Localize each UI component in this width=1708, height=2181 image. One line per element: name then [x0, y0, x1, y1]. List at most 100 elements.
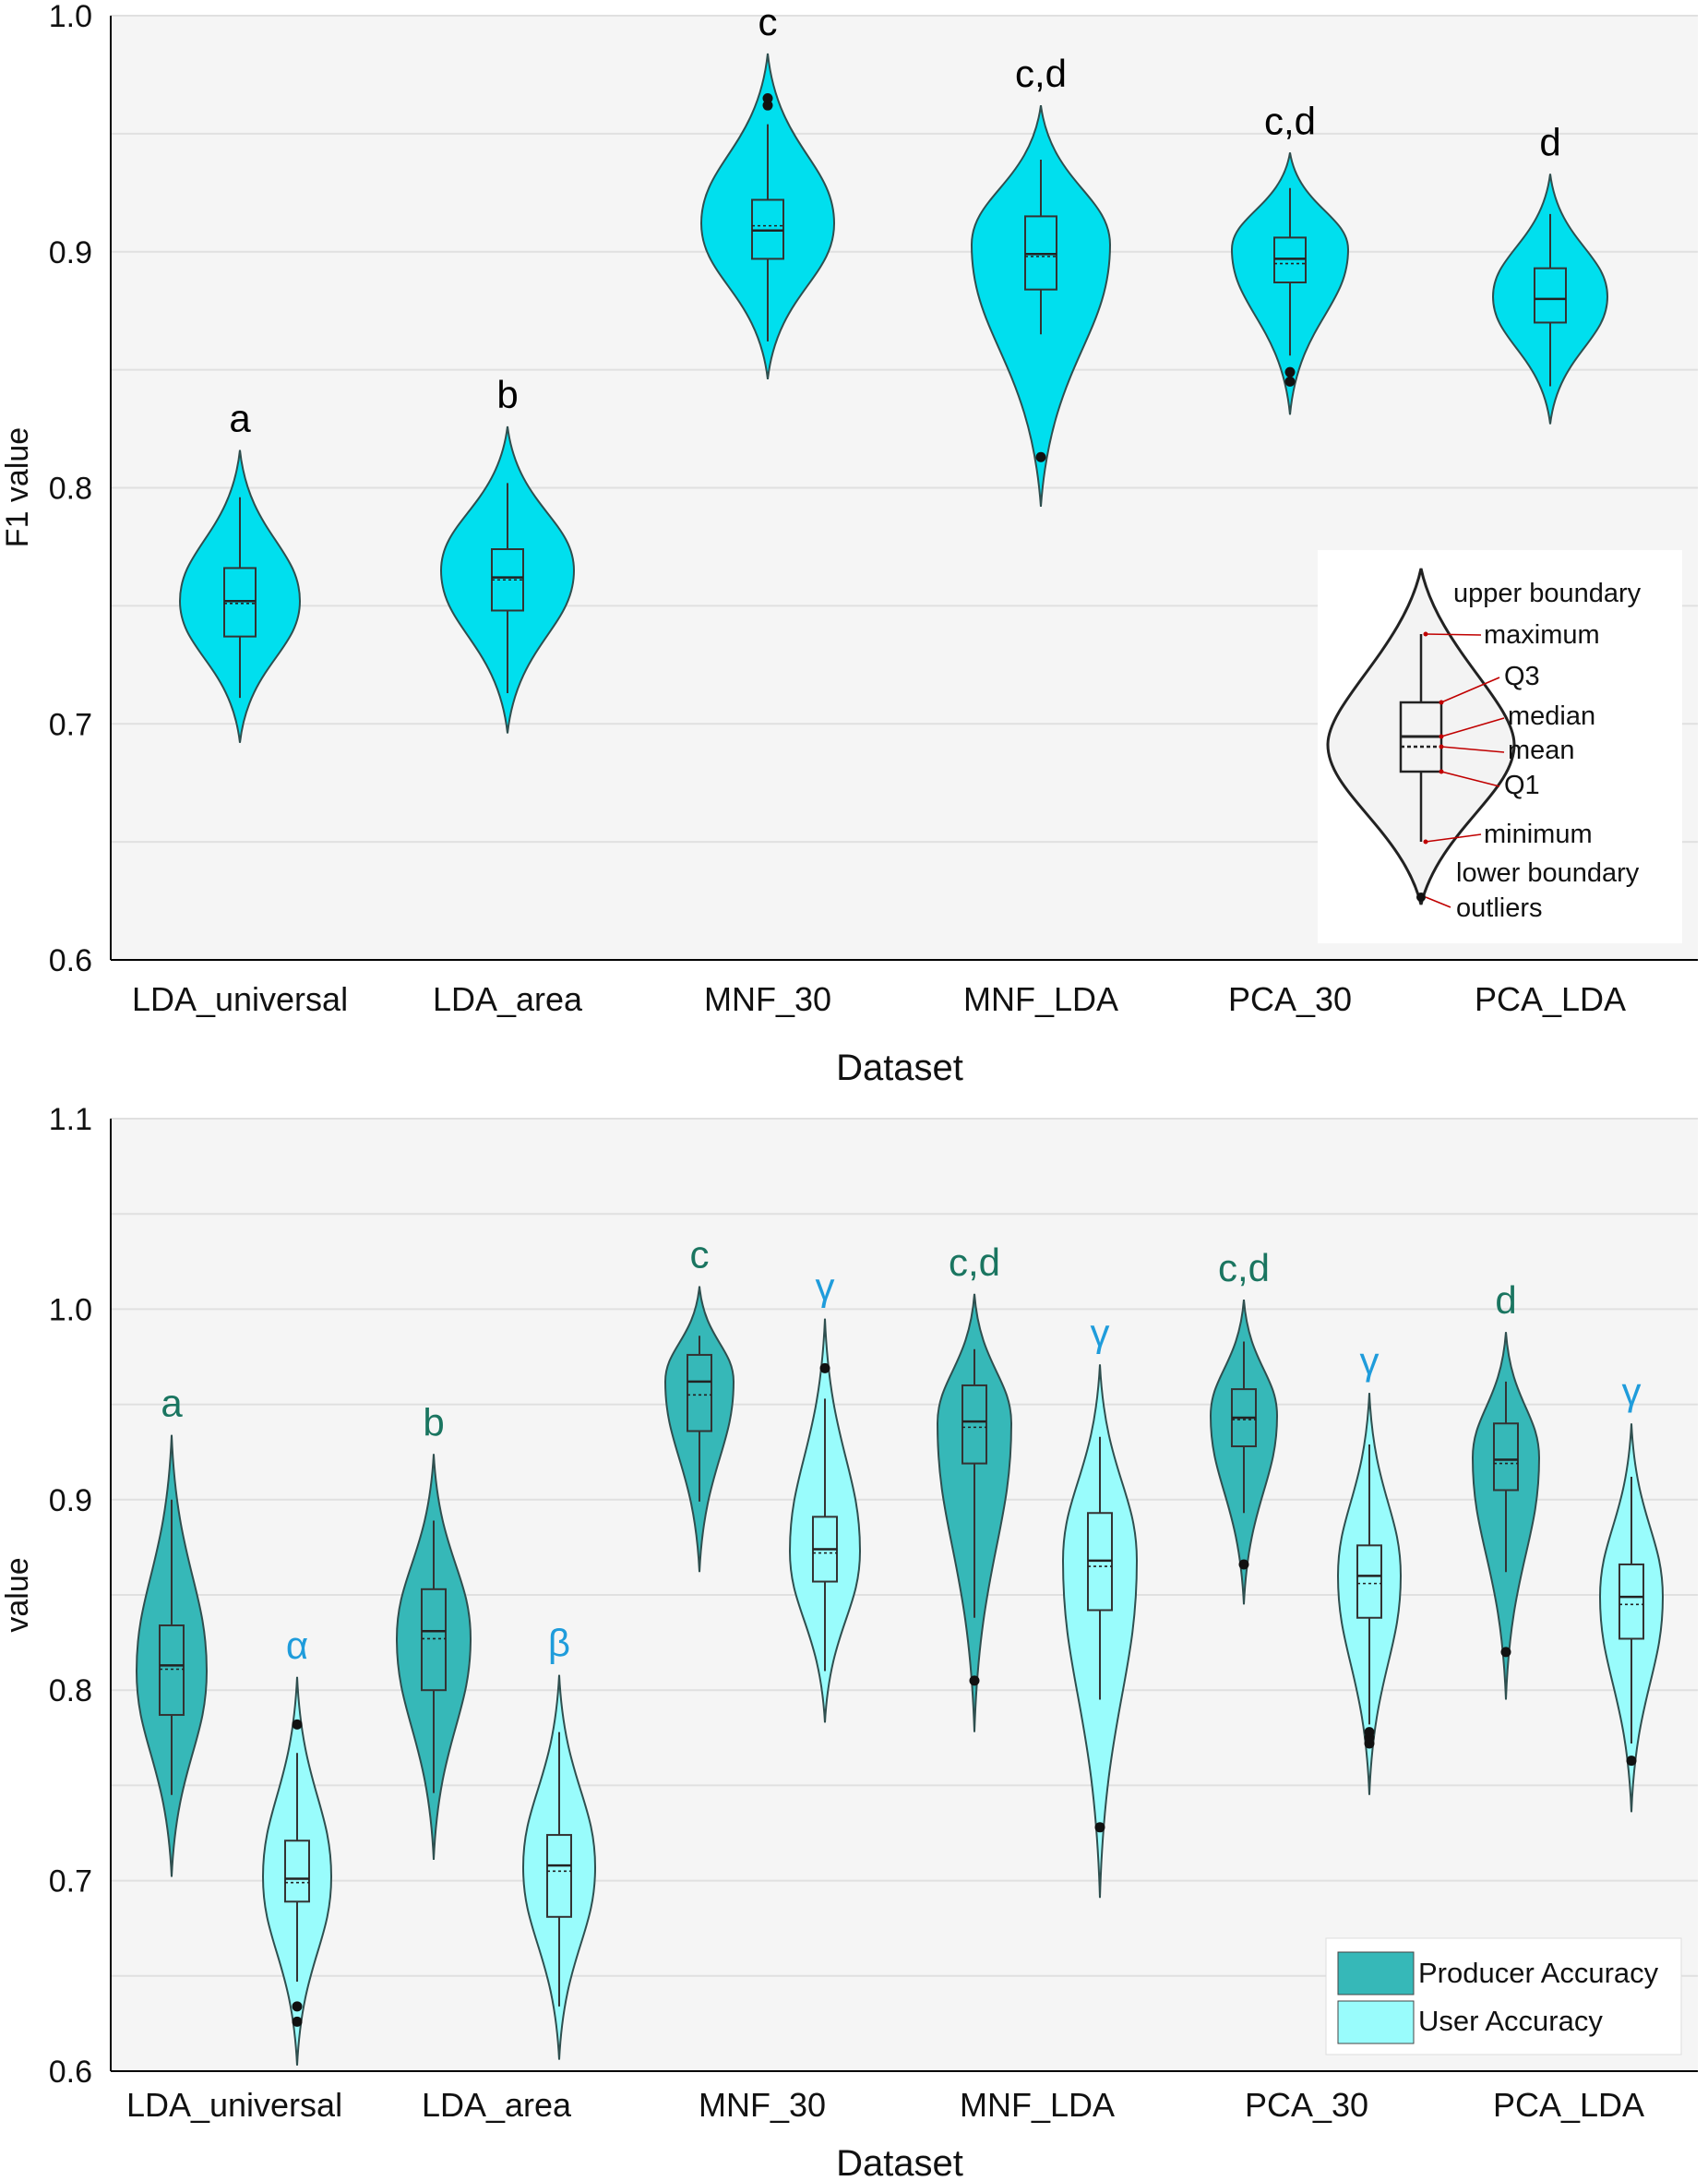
- leader-dot-mean: [1439, 744, 1444, 749]
- y-tick-label: 0.8: [49, 472, 92, 507]
- y-tick-labels: 0.6 0.7 0.8 0.9 1.0 1.1: [49, 1102, 92, 2090]
- significance-label-user-accuracy-lda-universal: α: [286, 1624, 308, 1667]
- legend-label-mean: mean: [1508, 736, 1575, 765]
- gridlines: [111, 15, 1698, 844]
- violin-f1-pca-30-outlier: [1284, 376, 1296, 387]
- significance-label-producer-accuracy-pca-lda: d: [1495, 1278, 1516, 1322]
- x-axis-title: Dataset: [836, 2143, 963, 2181]
- violin-anatomy-legend: upper boundary maximum Q3 median mean Q1…: [1318, 550, 1682, 943]
- significance-label-user-accuracy-mnf-30: γ: [816, 1265, 835, 1309]
- leader-q1: [1440, 771, 1500, 787]
- violin-producer-accuracy-lda-universal-iqr-box: [159, 1624, 185, 1717]
- violin-producer-accuracy-pca-30-outlier: [1238, 1559, 1249, 1570]
- accuracy-violin-chart: a b c c,d c,d d α β γ γ γ γ 0.6 0.7 0.8 0.9 1.0 1.1 LDA_…: [0, 1102, 1698, 2181]
- y-tick-label: 0.7: [49, 707, 92, 742]
- y-tick-label: 1.0: [49, 1292, 92, 1327]
- x-tick-label-pca-lda: PCA_LDA: [1475, 980, 1626, 1018]
- leader-outliers: [1425, 896, 1451, 908]
- significance-label-f1-mnf-30: c: [758, 0, 778, 43]
- violin-user-accuracy-pca-lda-outlier: [1626, 1756, 1637, 1767]
- significance-label-user-accuracy-pca-lda: γ: [1622, 1370, 1642, 1413]
- violin-f1-lda-area-iqr-box: [491, 547, 524, 612]
- leader-minimum: [1425, 833, 1482, 843]
- violin-user-accuracy-lda-universal-outlier: [292, 2001, 303, 2012]
- leader-q3: [1440, 677, 1500, 703]
- significance-label-producer-accuracy-mnf-30: c: [690, 1233, 710, 1276]
- legend-label-user-accuracy: User Accuracy: [1418, 2005, 1603, 2037]
- violin-group: [178, 53, 1609, 743]
- violin-producer-accuracy-pca-lda-outlier: [1500, 1647, 1511, 1658]
- significance-label-f1-lda-universal: a: [229, 397, 251, 440]
- significance-label-producer-accuracy-pca-30: c,d: [1218, 1246, 1270, 1289]
- significance-labels: a b c c,d c,d d α β γ γ γ γ: [161, 1233, 1641, 1667]
- significance-label-user-accuracy-mnf-lda: γ: [1091, 1311, 1110, 1354]
- x-tick-label-lda-area: LDA_area: [433, 980, 583, 1018]
- violin-producer-accuracy-mnf-lda-outlier: [969, 1675, 980, 1686]
- legend-outlier-dot: [1416, 893, 1426, 902]
- violin-user-accuracy-mnf-30-outlier: [819, 1362, 830, 1373]
- x-tick-labels: LDA_universal LDA_area MNF_30 MNF_LDA PCA_30…: [126, 2086, 1644, 2124]
- legend-label-maximum: maximum: [1484, 620, 1600, 650]
- violin-user-accuracy-pca-30-iqr-box: [1356, 1544, 1382, 1619]
- y-tick-label: 0.6: [49, 2055, 92, 2090]
- series-legend: Producer Accuracy User Accuracy: [1325, 1937, 1682, 2055]
- violin-user-accuracy-pca-lda-iqr-box: [1618, 1563, 1644, 1640]
- violin-f1-mnf-lda-outlier: [1035, 451, 1046, 462]
- significance-label-user-accuracy-pca-30: γ: [1360, 1339, 1380, 1383]
- y-tick-labels: 0.6 0.7 0.8 0.9 1.0: [49, 0, 92, 978]
- leader-dot-minimum: [1423, 839, 1428, 845]
- legend-label-minimum: minimum: [1484, 820, 1593, 849]
- legend-label-median: median: [1508, 701, 1595, 731]
- violin-group: [135, 1286, 1665, 2066]
- legend-label-outliers: outliers: [1456, 893, 1543, 923]
- leader-dot-median: [1439, 734, 1444, 739]
- legend-leader-lines: [1425, 633, 1505, 908]
- significance-label-producer-accuracy-lda-area: b: [423, 1400, 444, 1444]
- x-tick-label-lda-universal: LDA_universal: [132, 980, 348, 1018]
- y-tick-label: 1.1: [49, 1102, 92, 1137]
- x-tick-label-pca-30: PCA_30: [1228, 980, 1352, 1018]
- legend-label-q3: Q3: [1504, 662, 1540, 691]
- y-tick-label: 0.9: [49, 1483, 92, 1518]
- x-tick-label-mnf-lda: MNF_LDA: [960, 2086, 1115, 2124]
- significance-label-producer-accuracy-lda-universal: a: [161, 1382, 183, 1425]
- leader-dot-maximum: [1423, 631, 1428, 637]
- violin-user-accuracy-lda-area-iqr-box: [546, 1834, 572, 1918]
- x-tick-label-pca-lda: PCA_LDA: [1493, 2086, 1644, 2124]
- significance-label-producer-accuracy-mnf-lda: c,d: [949, 1240, 1000, 1284]
- violin-f1-mnf-lda-iqr-box: [1024, 215, 1057, 291]
- legend-swatch-producer-accuracy: [1337, 1951, 1415, 1995]
- violin-user-accuracy-mnf-lda-outlier: [1094, 1822, 1105, 1833]
- y-tick-label: 0.9: [49, 235, 92, 270]
- violin-f1-mnf-30-outlier: [762, 93, 773, 104]
- violin-producer-accuracy-mnf-30-iqr-box: [687, 1353, 712, 1432]
- x-tick-label-pca-30: PCA_30: [1245, 2086, 1368, 2124]
- leader-dot-q1: [1439, 769, 1444, 774]
- violin-user-accuracy-lda-universal-iqr-box: [284, 1839, 310, 1903]
- leader-mean: [1440, 746, 1505, 753]
- leader-maximum: [1425, 633, 1482, 636]
- violin-user-accuracy-lda-universal-outlier: [292, 1719, 303, 1730]
- x-tick-label-mnf-lda: MNF_LDA: [963, 980, 1118, 1018]
- x-tick-labels: LDA_universal LDA_area MNF_30 MNF_LDA PCA_30…: [132, 980, 1626, 1018]
- x-tick-label-lda-area: LDA_area: [422, 2086, 572, 2124]
- violin-f1-pca-30-iqr-box: [1273, 236, 1307, 283]
- violin-f1-lda-universal-iqr-box: [223, 567, 257, 638]
- violin-user-accuracy-pca-30-outlier: [1364, 1727, 1375, 1738]
- significance-label-f1-pca-lda: d: [1539, 120, 1560, 163]
- significance-labels: a b c c,d c,d d: [229, 0, 1560, 440]
- violin-producer-accuracy-mnf-lda-iqr-box: [961, 1384, 987, 1465]
- x-tick-label-mnf-30: MNF_30: [704, 980, 831, 1018]
- legend-label-producer-accuracy: Producer Accuracy: [1418, 1957, 1659, 1989]
- y-tick-label: 0.7: [49, 1864, 92, 1899]
- y-tick-label: 1.0: [49, 0, 92, 34]
- violin-f1-mnf-30-outlier: [762, 100, 773, 111]
- y-axis-title: F1 value: [0, 427, 35, 547]
- violin-f1-pca-lda-iqr-box: [1534, 267, 1567, 324]
- x-axis-title: Dataset: [836, 1048, 963, 1088]
- violin-f1-pca-30-outlier: [1284, 366, 1296, 377]
- x-tick-label-lda-universal: LDA_universal: [126, 2086, 342, 2124]
- significance-label-f1-lda-area: b: [496, 373, 518, 416]
- violin-f1-mnf-30-iqr-box: [751, 198, 784, 260]
